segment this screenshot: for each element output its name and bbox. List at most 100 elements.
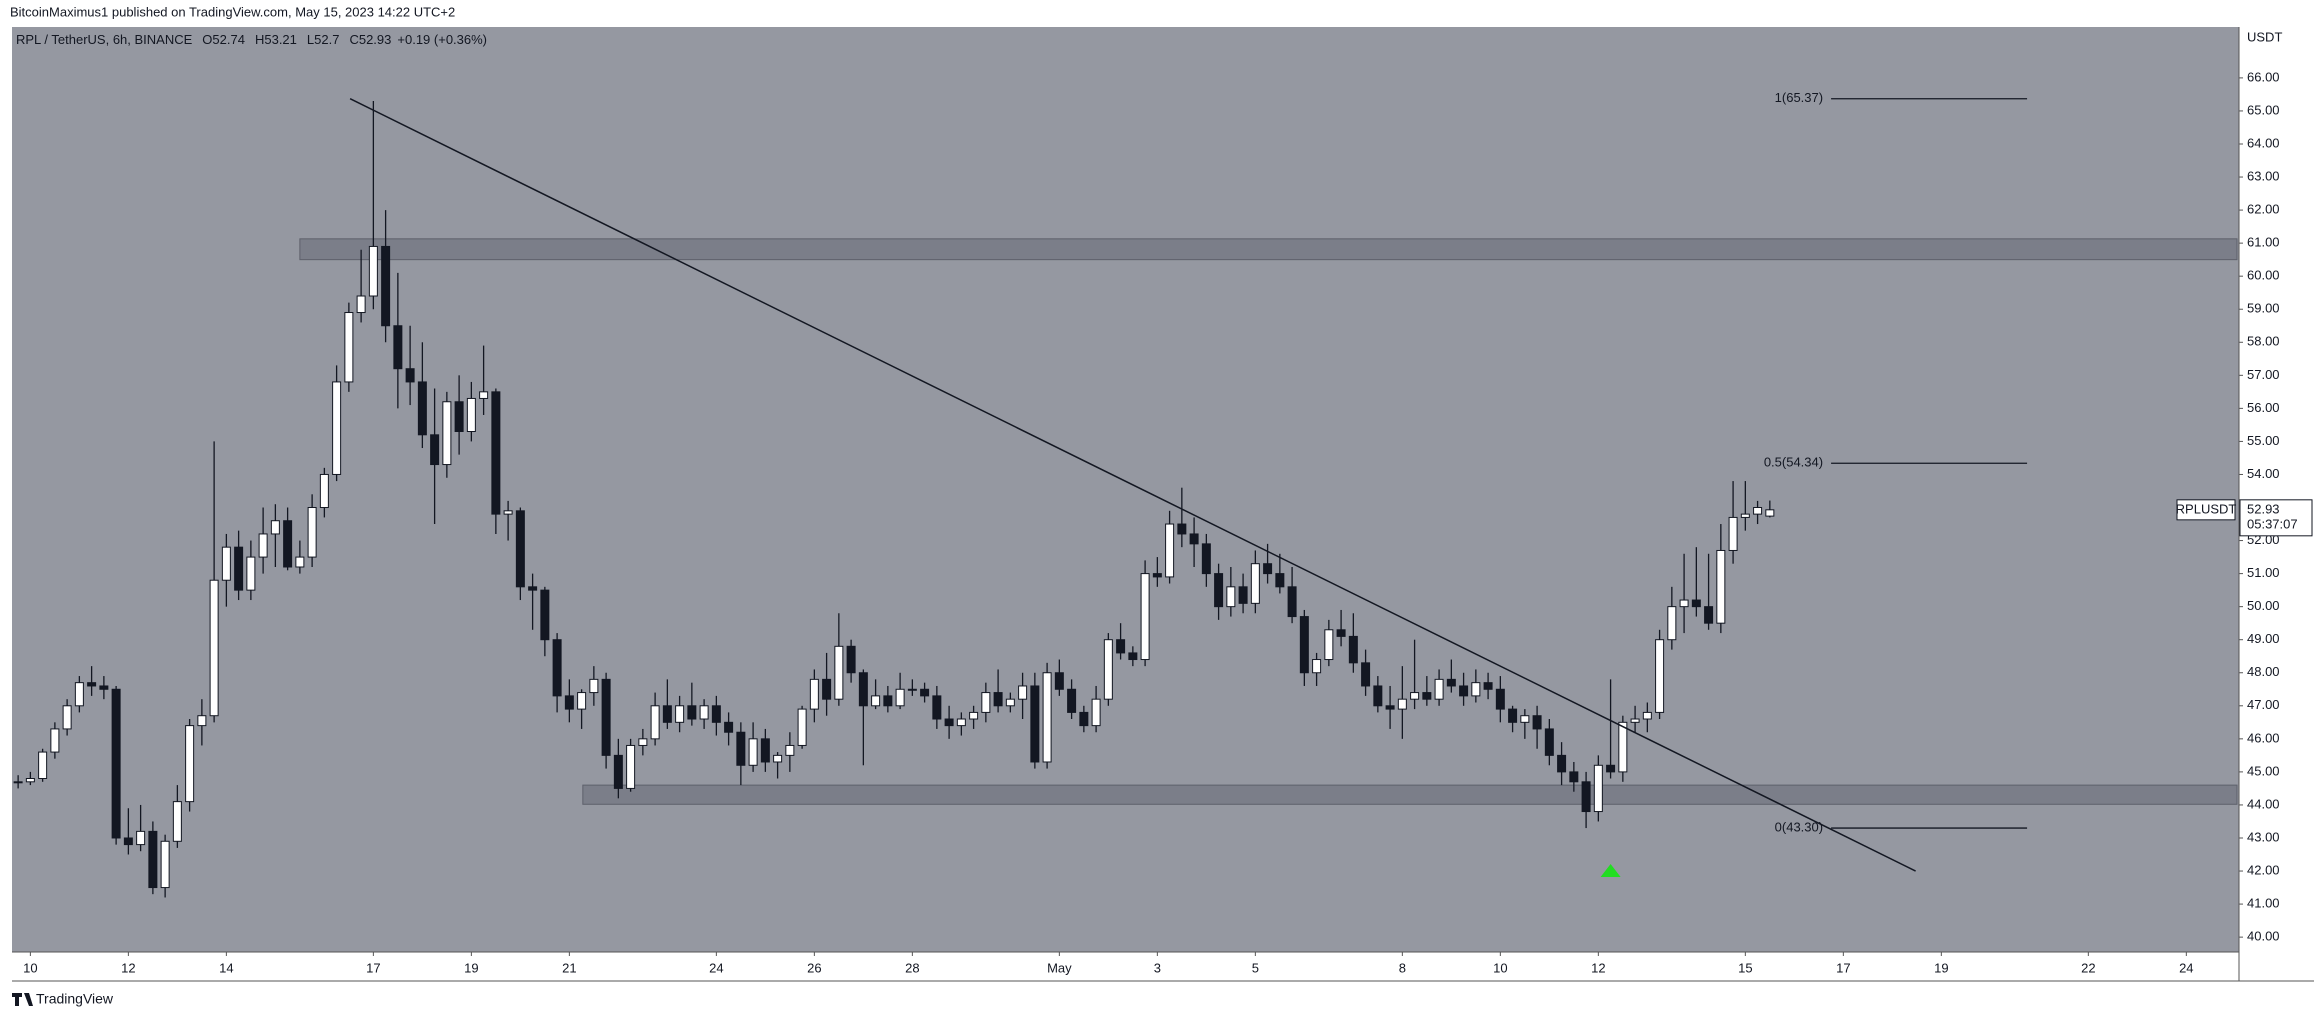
candle-body	[1691, 599, 1701, 608]
candle-body	[270, 520, 280, 535]
candle-body	[1618, 721, 1628, 773]
candle-body	[871, 695, 881, 707]
candle-body	[1018, 685, 1028, 700]
candle-body	[283, 520, 293, 568]
y-tick-label: 45.00	[2247, 763, 2280, 778]
candle-body	[1312, 659, 1322, 674]
candle-body	[393, 325, 403, 370]
candle-body	[711, 705, 721, 723]
candle-body	[1324, 629, 1334, 661]
candle-body	[1740, 513, 1750, 518]
candle-body	[1655, 639, 1665, 713]
candle-body	[1226, 586, 1236, 608]
candle-body	[662, 705, 672, 723]
price-tag-value: 52.93	[2247, 501, 2280, 516]
candle-body	[1054, 672, 1064, 690]
candle-body	[540, 589, 550, 641]
symbol-tag	[2176, 499, 2236, 521]
candle-body	[589, 678, 599, 694]
candle-body	[503, 510, 513, 515]
candle-body	[822, 678, 832, 700]
candle-body	[601, 678, 611, 756]
x-tick-label: May	[1047, 960, 1072, 975]
candle-body	[1103, 639, 1113, 700]
candle-body	[74, 682, 84, 707]
candle-body	[981, 692, 991, 713]
symbol-legend: RPL / TetherUS, 6h, BINANCE O52.74 H53.21 L…	[16, 32, 487, 47]
y-tick-label: 43.00	[2247, 829, 2280, 844]
candle-body	[613, 754, 623, 789]
candle-body	[1079, 711, 1089, 727]
y-tick-label: 62.00	[2247, 202, 2280, 217]
quote-key: H	[255, 32, 264, 47]
y-tick-label: 42.00	[2247, 862, 2280, 877]
y-tick-label: 51.00	[2247, 565, 2280, 580]
y-tick-label: 63.00	[2247, 168, 2280, 183]
y-tick-label: 44.00	[2247, 796, 2280, 811]
zone	[582, 784, 2238, 805]
y-tick-label: 66.00	[2247, 69, 2280, 84]
candle-body	[552, 639, 562, 697]
quote-value: 52.93	[359, 32, 392, 47]
candle-body	[479, 391, 489, 399]
candle-body	[675, 705, 685, 723]
x-tick-label: 24	[2179, 960, 2193, 975]
candle-body	[1287, 586, 1297, 618]
candle-body	[295, 556, 305, 568]
candle-body	[1250, 563, 1260, 604]
candle-body	[148, 830, 158, 889]
y-tick-label: 60.00	[2247, 268, 2280, 283]
y-axis-label: USDT	[2247, 29, 2282, 44]
y-tick-label: 61.00	[2247, 235, 2280, 250]
x-tick-label: 10	[1493, 960, 1507, 975]
candle-body	[736, 731, 746, 766]
candle-body	[319, 473, 329, 509]
candle-body	[356, 295, 366, 314]
candle-body	[895, 688, 905, 707]
candle-body	[760, 738, 770, 763]
quote-key: C	[349, 32, 358, 47]
candle-body	[1728, 516, 1738, 551]
candle-body	[785, 744, 795, 756]
candle-body	[1495, 688, 1505, 710]
candle-body	[809, 678, 819, 710]
candle-body	[1704, 606, 1714, 624]
x-tick-label: 19	[464, 960, 478, 975]
candle-body	[1042, 672, 1052, 763]
candle-body	[454, 401, 464, 433]
candle-body	[1483, 682, 1493, 690]
candle-body	[1753, 507, 1763, 515]
candle-body	[1716, 549, 1726, 624]
candle-body	[699, 705, 709, 720]
candle-body	[442, 401, 452, 466]
candle-body	[1446, 678, 1456, 687]
x-tick-label: 12	[1591, 960, 1605, 975]
candle-body	[1299, 616, 1309, 674]
candle-body	[626, 744, 636, 789]
candle-body	[920, 688, 930, 697]
candle-body	[491, 391, 501, 515]
candle-body	[1434, 678, 1444, 700]
candle-body	[430, 434, 440, 466]
candle-body	[1116, 639, 1126, 654]
candle-body	[846, 645, 856, 674]
candle-body	[1593, 764, 1603, 813]
candle-body	[1679, 599, 1689, 608]
candle-body	[13, 781, 23, 784]
quote-value: 52.74	[212, 32, 245, 47]
candle-body	[1459, 685, 1469, 697]
candle-body	[111, 688, 121, 839]
candle-body	[1238, 586, 1248, 604]
candle-body	[1275, 573, 1285, 588]
x-tick-label: 5	[1252, 960, 1259, 975]
symbol-tag-text: RPLUSDT	[2176, 501, 2237, 516]
candle-body	[87, 682, 97, 687]
candle-body	[1263, 563, 1273, 575]
candle-body	[638, 738, 648, 746]
candle-body	[123, 837, 133, 846]
candle-body	[1348, 635, 1358, 664]
candle-body	[38, 751, 48, 780]
candle-body	[1642, 711, 1652, 720]
candle-body	[1361, 662, 1371, 687]
x-tick-label: 24	[709, 960, 723, 975]
